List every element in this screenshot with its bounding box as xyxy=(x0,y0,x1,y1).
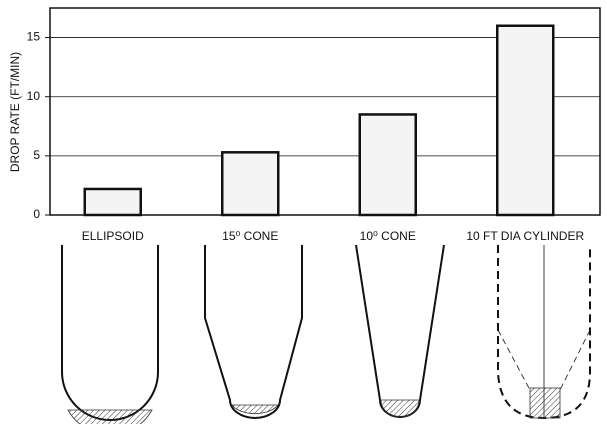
y-tick-label: 0 xyxy=(33,207,40,221)
x-tick-label: 10 FT DIA CYLINDER xyxy=(466,229,584,243)
x-tick-label: 15⁰ CONE xyxy=(222,229,278,243)
y-axis-label: DROP RATE (FT/MIN) xyxy=(8,52,22,172)
bar xyxy=(222,152,278,215)
y-tick-label: 5 xyxy=(33,148,40,162)
chart: DROP RATE (FT/MIN) 0 5 10 15 ELLIPSOID 15⁰ CO… xyxy=(0,0,607,424)
y-tick-label: 10 xyxy=(27,89,41,103)
bar xyxy=(360,114,416,215)
y-tick-label: 15 xyxy=(27,30,41,44)
shapes xyxy=(62,245,590,424)
x-tick-label: ELLIPSOID xyxy=(82,229,144,243)
bar xyxy=(85,189,141,215)
x-tick-label: 10⁰ CONE xyxy=(360,229,416,243)
bar xyxy=(497,26,553,215)
